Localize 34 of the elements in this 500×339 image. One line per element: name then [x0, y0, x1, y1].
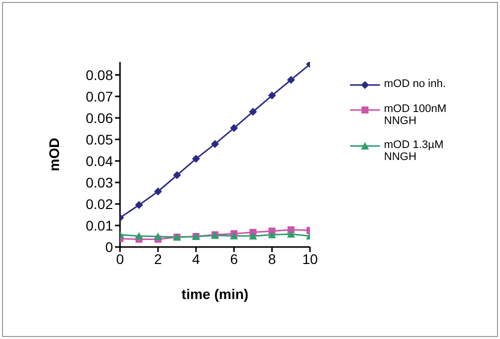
legend-label: mOD no inh. — [384, 78, 447, 90]
x-tick-label: 2 — [154, 250, 162, 267]
x-tick-label: 10 — [302, 250, 318, 267]
y-tick-label: 0 — [105, 238, 114, 255]
point — [287, 76, 295, 84]
legend-label: mOD 100nM NNGH — [384, 103, 448, 127]
point — [249, 108, 257, 116]
x-tick-label: 4 — [192, 250, 200, 267]
y-tick-label: 0.05 — [86, 131, 114, 148]
point — [173, 171, 181, 180]
point — [249, 232, 257, 240]
y-tick-label: 0.07 — [86, 88, 114, 104]
x-axis-title: time (min) — [182, 286, 248, 302]
x-tick-label: 8 — [268, 250, 276, 267]
y-tick-label: 0.06 — [86, 110, 114, 126]
x-tick-label: 0 — [116, 250, 124, 267]
point — [135, 232, 143, 240]
point — [154, 232, 162, 240]
y-tick-label: 0.04 — [86, 152, 114, 169]
x-tick-label: 6 — [230, 250, 238, 267]
y-tick-label: 0.02 — [86, 196, 114, 212]
y-tick-label: 0.01 — [86, 217, 114, 234]
point — [211, 140, 219, 148]
point — [230, 124, 238, 132]
point — [192, 154, 200, 163]
y-tick-label: 0.08 — [86, 66, 114, 83]
point — [287, 230, 295, 238]
point — [268, 230, 276, 238]
point — [135, 201, 143, 210]
legend-label: mOD 1.3µM NNGH — [384, 139, 445, 163]
y-axis-title: mOD — [46, 138, 62, 172]
point — [268, 92, 276, 100]
y-tick-label: 0.03 — [86, 174, 114, 190]
point — [154, 188, 162, 196]
